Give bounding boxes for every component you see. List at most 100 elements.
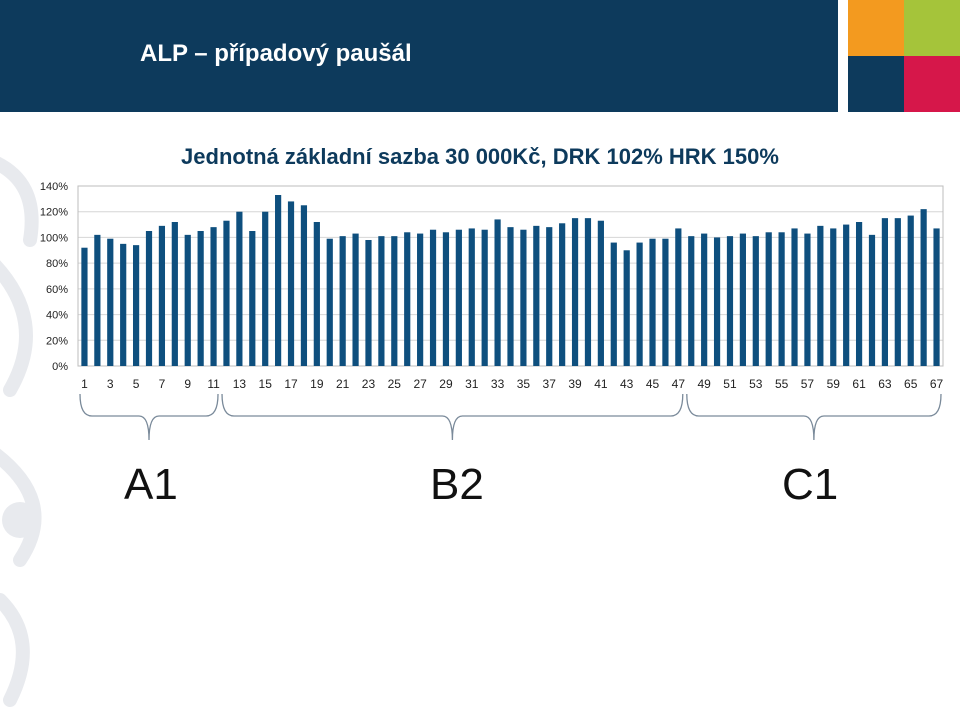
x-tick-label: 13 bbox=[233, 377, 247, 391]
bar bbox=[868, 234, 876, 366]
bar bbox=[520, 229, 527, 366]
corner-square-pink bbox=[904, 56, 960, 112]
x-tick-label: 3 bbox=[107, 377, 114, 391]
y-tick-label: 20% bbox=[46, 335, 68, 347]
group-brace bbox=[79, 393, 219, 441]
bar bbox=[429, 229, 437, 366]
chart-title: Jednotná základní sazba 30 000Kč, DRK 10… bbox=[181, 144, 779, 169]
bar bbox=[210, 227, 217, 366]
x-tick-label: 45 bbox=[646, 377, 660, 391]
bar bbox=[688, 236, 695, 366]
bar bbox=[739, 233, 746, 366]
y-tick-label: 60% bbox=[46, 284, 68, 296]
x-tick-label: 19 bbox=[310, 377, 324, 391]
bar bbox=[300, 205, 308, 366]
x-tick-label: 11 bbox=[207, 377, 220, 391]
bar bbox=[778, 232, 785, 366]
bar bbox=[817, 225, 824, 366]
group-brace bbox=[221, 393, 684, 441]
bar bbox=[81, 247, 88, 366]
y-tick-label: 100% bbox=[40, 232, 68, 244]
x-tick-label: 57 bbox=[801, 377, 815, 391]
bar bbox=[881, 218, 889, 366]
y-tick-label: 120% bbox=[40, 207, 68, 219]
group-label-b2: B2 bbox=[430, 460, 484, 509]
bar bbox=[933, 228, 940, 366]
bar bbox=[158, 225, 166, 366]
bar bbox=[145, 231, 153, 366]
bar bbox=[365, 240, 372, 366]
bar bbox=[468, 228, 475, 366]
x-tick-label: 63 bbox=[878, 377, 892, 391]
group-label-a1: A1 bbox=[124, 460, 178, 509]
x-tick-label: 23 bbox=[362, 377, 376, 391]
bar bbox=[507, 227, 514, 366]
x-tick-label: 17 bbox=[284, 377, 298, 391]
bar bbox=[107, 238, 114, 366]
x-tick-label: 27 bbox=[413, 377, 427, 391]
bar bbox=[610, 242, 617, 366]
bar bbox=[791, 228, 798, 366]
bar bbox=[249, 231, 256, 366]
bar bbox=[726, 236, 734, 366]
bar bbox=[752, 236, 759, 366]
x-tick-label: 39 bbox=[568, 377, 582, 391]
x-tick-label: 15 bbox=[259, 377, 273, 391]
bar bbox=[920, 209, 927, 366]
bar bbox=[830, 228, 837, 366]
bar bbox=[494, 219, 501, 366]
header-bar bbox=[0, 0, 838, 112]
bar bbox=[132, 245, 140, 366]
x-tick-label: 37 bbox=[543, 377, 557, 391]
bar bbox=[236, 211, 243, 366]
x-tick-label: 65 bbox=[904, 377, 918, 391]
x-tick-label: 9 bbox=[184, 377, 191, 391]
bar bbox=[584, 218, 592, 366]
bar bbox=[455, 229, 462, 366]
x-tick-label: 25 bbox=[388, 377, 402, 391]
bar bbox=[623, 250, 630, 366]
x-tick-label: 47 bbox=[672, 377, 686, 391]
slide-title: ALP – případový paušál bbox=[140, 40, 412, 67]
x-tick-label: 41 bbox=[594, 377, 608, 391]
bar bbox=[662, 238, 669, 366]
x-tick-label: 35 bbox=[517, 377, 531, 391]
bar bbox=[339, 236, 346, 366]
bar bbox=[894, 218, 901, 366]
bar bbox=[533, 225, 540, 366]
group-brace bbox=[686, 393, 942, 441]
corner-square-blue bbox=[848, 56, 904, 112]
x-tick-label: 43 bbox=[620, 377, 634, 391]
x-tick-label: 21 bbox=[336, 377, 350, 391]
bar bbox=[675, 228, 682, 366]
bar bbox=[404, 232, 411, 366]
x-tick-label: 49 bbox=[697, 377, 711, 391]
corner-square-orange bbox=[848, 0, 904, 56]
bar bbox=[571, 218, 579, 366]
bar bbox=[171, 222, 178, 366]
y-tick-label: 140% bbox=[40, 181, 68, 193]
x-tick-label: 5 bbox=[133, 377, 140, 391]
x-tick-label: 1 bbox=[81, 377, 88, 391]
y-tick-label: 80% bbox=[46, 258, 68, 270]
bar bbox=[326, 238, 333, 366]
y-tick-label: 0% bbox=[52, 361, 68, 373]
bar bbox=[636, 242, 643, 366]
bar bbox=[313, 222, 320, 366]
bar bbox=[804, 233, 811, 366]
x-tick-label: 53 bbox=[749, 377, 763, 391]
bar bbox=[378, 236, 385, 366]
bar bbox=[417, 233, 424, 366]
x-tick-label: 29 bbox=[439, 377, 453, 391]
x-tick-label: 61 bbox=[852, 377, 866, 391]
bar bbox=[287, 201, 295, 366]
bar bbox=[352, 233, 359, 366]
bar bbox=[843, 224, 850, 366]
bar bbox=[649, 238, 656, 366]
decorative-swirl-icon bbox=[0, 156, 42, 707]
x-tick-label: 67 bbox=[930, 377, 944, 391]
bar bbox=[481, 229, 488, 366]
bar bbox=[907, 215, 914, 366]
group-label-c1: C1 bbox=[782, 460, 839, 509]
